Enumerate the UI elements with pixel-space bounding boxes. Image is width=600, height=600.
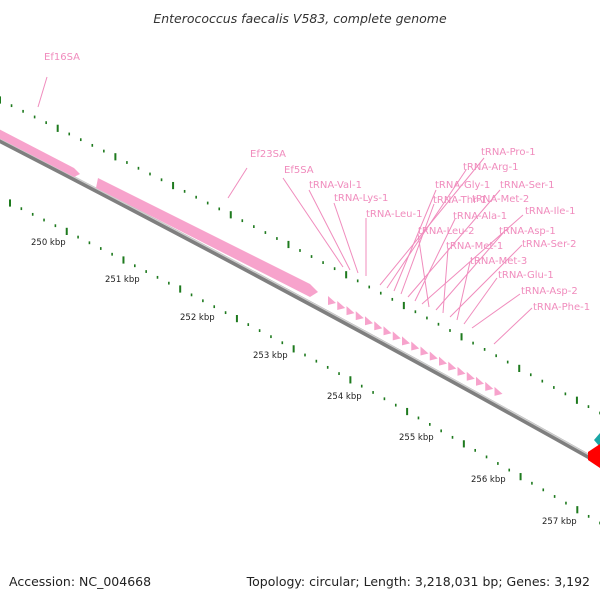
- leader-line: [227, 167, 248, 199]
- leader-line: [308, 189, 351, 271]
- leader-line: [400, 203, 435, 295]
- trna-arrow: [337, 301, 346, 311]
- trna-label: tRNA-Met-1: [446, 241, 503, 252]
- leader-line: [442, 248, 449, 314]
- trna-arrow: [383, 326, 392, 336]
- trna-label: tRNA-Arg-1: [463, 162, 518, 173]
- trna-arrow: [439, 356, 447, 366]
- kbp-label: 253 kbp: [253, 351, 288, 361]
- tick-tracks: [0, 96, 600, 525]
- trna-label: tRNA-Phe-1: [533, 302, 590, 313]
- teal-feature: [594, 433, 600, 447]
- trna-arrow: [402, 336, 410, 346]
- leader-line: [493, 307, 533, 345]
- trna-label: tRNA-Ile-1: [525, 206, 575, 217]
- accession-text: Accession: NC_004668: [9, 574, 151, 589]
- kbp-label: 255 kbp: [399, 433, 434, 443]
- feature-labels: Ef16SA Ef23SA Ef5SA tRNA-Val-1 tRNA-Lys-1 tRN…: [44, 52, 590, 313]
- kbp-label: 251 kbp: [105, 275, 140, 285]
- trna-label: tRNA-Met-2: [472, 194, 529, 205]
- trna-label: tRNA-Met-3: [470, 256, 527, 267]
- leader-line: [471, 293, 521, 329]
- leader-line: [386, 169, 467, 289]
- kbp-label: 254 kbp: [327, 392, 362, 402]
- genome-backbone: [0, 137, 600, 466]
- leader-line: [417, 233, 430, 308]
- kbp-label: 256 kbp: [471, 475, 506, 485]
- leader-line: [282, 177, 344, 268]
- genome-summary-text: Topology: circular; Length: 3,218,031 bp…: [246, 574, 590, 589]
- leader-line: [435, 232, 504, 311]
- trna-label: tRNA-Leu-1: [366, 209, 422, 220]
- trna-label: tRNA-Gly-1: [435, 180, 490, 191]
- trna-label: tRNA-Lys-1: [334, 193, 388, 204]
- ef23sa-feature: [96, 178, 318, 297]
- trna-arrow: [429, 351, 438, 361]
- trna-label: tRNA-Ser-1: [500, 180, 555, 191]
- trna-label: tRNA-Glu-1: [498, 270, 554, 281]
- trna-features: [328, 296, 503, 396]
- trna-arrow: [328, 296, 336, 305]
- kbp-label: 257 kbp: [542, 517, 577, 527]
- leader-line: [414, 218, 456, 302]
- leader-line: [421, 214, 524, 305]
- trna-arrow: [374, 321, 383, 331]
- trna-arrow: [420, 346, 429, 356]
- ef16sa-feature: [0, 129, 80, 177]
- leader-lines: [37, 76, 533, 345]
- kbp-labels: 250 kbp 251 kbp 252 kbp 253 kbp 254 kbp 255 k…: [31, 238, 577, 527]
- trna-label: tRNA-Val-1: [309, 180, 362, 191]
- red-feature: [588, 444, 600, 468]
- trna-arrow: [365, 316, 373, 326]
- rrna-label: Ef23SA: [250, 149, 286, 160]
- trna-arrow: [476, 376, 484, 386]
- rrna-features: [0, 129, 318, 297]
- backbone-highlight: [0, 137, 600, 462]
- leader-line: [333, 202, 359, 274]
- backbone-line: [0, 137, 600, 466]
- edge-features: [588, 433, 600, 468]
- leader-line: [456, 261, 471, 321]
- trna-arrow: [355, 311, 364, 321]
- trna-label: tRNA-Thr-1: [433, 195, 487, 206]
- leader-line: [407, 189, 501, 298]
- trna-arrow: [457, 366, 466, 376]
- rrna-label: Ef5SA: [284, 165, 314, 176]
- trna-label: tRNA-Ser-2: [522, 239, 577, 250]
- trna-label: tRNA-Asp-2: [521, 286, 578, 297]
- map-title: Enterococcus faecalis V583, complete gen…: [153, 11, 447, 26]
- trna-arrow: [485, 381, 494, 391]
- leader-line: [37, 76, 48, 108]
- trna-arrow: [346, 306, 355, 316]
- leader-line: [393, 189, 437, 292]
- rrna-label: Ef16SA: [44, 52, 80, 63]
- trna-arrow: [448, 361, 457, 371]
- kbp-label: 250 kbp: [31, 238, 66, 248]
- leader-line: [449, 244, 523, 318]
- trna-arrow: [392, 331, 401, 341]
- trna-label: tRNA-Leu-2: [418, 226, 474, 237]
- trna-label: tRNA-Asp-1: [499, 226, 556, 237]
- trna-arrow: [494, 386, 503, 396]
- trna-label: tRNA-Pro-1: [481, 147, 536, 158]
- trna-arrow: [411, 341, 420, 351]
- trna-label: tRNA-Ala-1: [453, 211, 507, 222]
- leader-line: [463, 277, 498, 325]
- kbp-label: 252 kbp: [180, 313, 215, 323]
- trna-arrow: [466, 371, 475, 381]
